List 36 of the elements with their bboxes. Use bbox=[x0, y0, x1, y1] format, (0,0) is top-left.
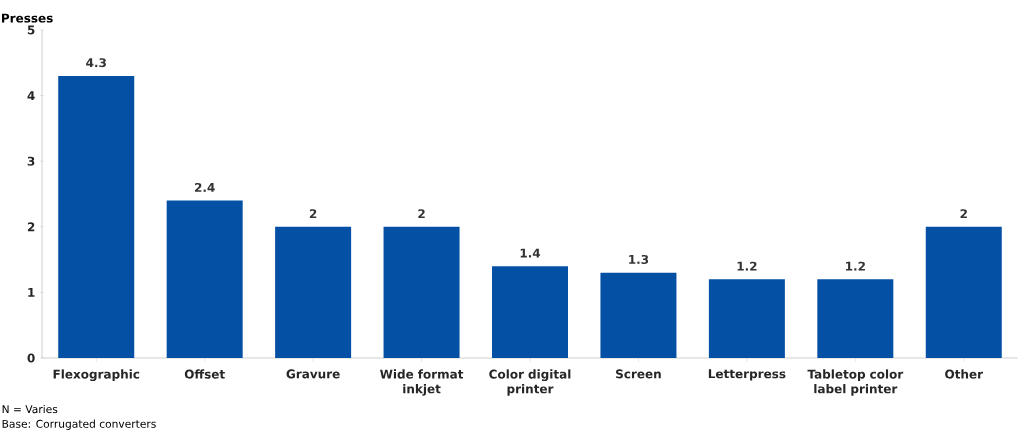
x-tick-label: Gravure bbox=[286, 369, 340, 379]
data-label: 1.4 bbox=[520, 248, 541, 258]
data-label: 1.2 bbox=[737, 261, 757, 271]
y-tick-label: 4 bbox=[27, 91, 35, 100]
bar bbox=[383, 226, 460, 358]
data-label: 2 bbox=[960, 209, 967, 219]
bar bbox=[275, 226, 352, 358]
y-tick-label: 0 bbox=[27, 353, 35, 363]
text: Base: Corrugated converters bbox=[2, 419, 156, 430]
x-tick-label: Flexographic bbox=[53, 369, 140, 382]
bar bbox=[925, 226, 1002, 358]
bar bbox=[58, 75, 135, 358]
x-tick-label: Wide format inkjet bbox=[380, 369, 464, 396]
data-label: 2 bbox=[309, 209, 317, 219]
y-tick-label: 3 bbox=[27, 156, 35, 166]
data-label: 1.3 bbox=[629, 254, 649, 264]
bar bbox=[492, 266, 568, 358]
data-label: 1.2 bbox=[846, 261, 865, 271]
x-tick-label: Color digital printer bbox=[489, 369, 571, 396]
bar bbox=[600, 272, 677, 358]
x-tick-label: Other bbox=[945, 369, 983, 379]
x-tick-label: Letterpress bbox=[708, 369, 786, 381]
y-tick-label: 2 bbox=[27, 222, 35, 232]
bar bbox=[166, 200, 243, 358]
bar bbox=[817, 279, 894, 358]
y-axis-title: Presses bbox=[1, 13, 53, 23]
data-label: 4.3 bbox=[86, 58, 106, 68]
y-tick-label: 1 bbox=[28, 288, 35, 297]
x-tick-label: Offset bbox=[184, 369, 225, 379]
text: N = Varies bbox=[2, 404, 58, 414]
data-label: 2 bbox=[418, 209, 425, 219]
bar bbox=[708, 279, 785, 358]
data-label: 2.4 bbox=[194, 182, 215, 192]
y-tick-label: 5 bbox=[27, 25, 35, 35]
x-tick-label: Tabletop color label printer bbox=[807, 369, 904, 396]
x-tick-label: Screen bbox=[616, 369, 661, 379]
